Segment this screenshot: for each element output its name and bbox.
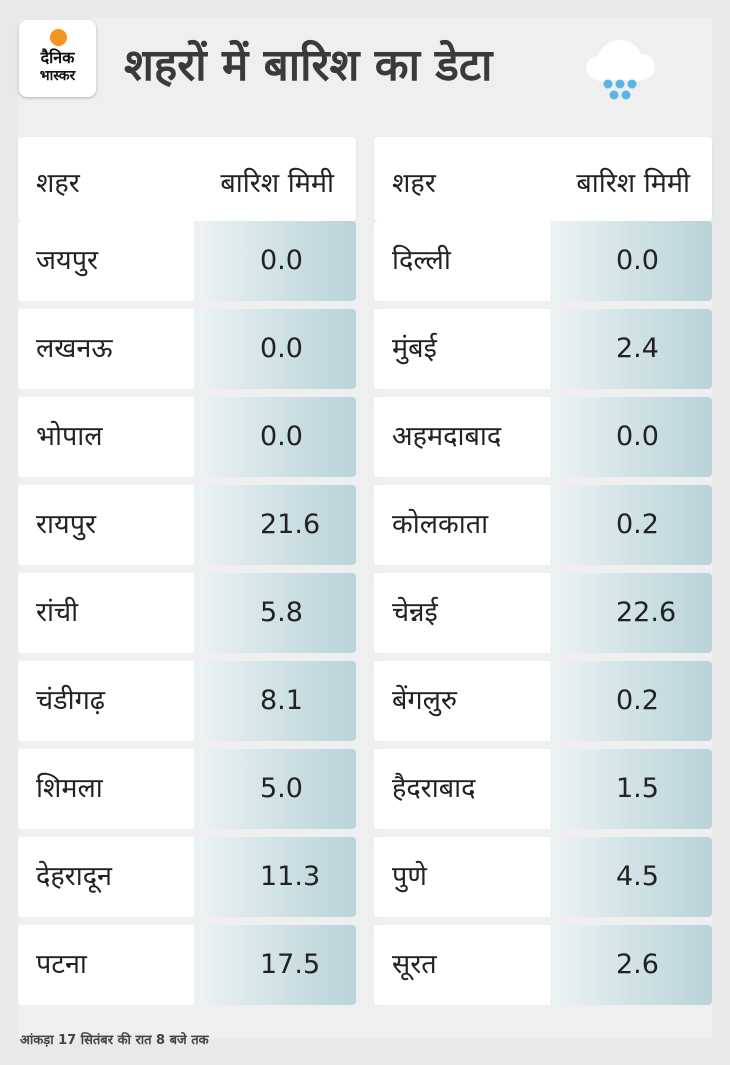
rain-value: 1.5 <box>616 773 659 804</box>
table-row: बेंगलुरु 0.2 <box>374 661 712 741</box>
rain-value: 0.0 <box>616 245 659 276</box>
table-row: भोपाल 0.0 <box>18 397 356 477</box>
rain-value: 0.2 <box>616 509 659 540</box>
rain-value: 4.5 <box>616 861 659 892</box>
rain-value: 0.2 <box>616 685 659 716</box>
city-name: चंडीगढ़ <box>36 685 105 716</box>
table-header: शहर बारिश मिमी <box>374 137 712 221</box>
rain-cell: 2.4 <box>550 309 712 389</box>
header-city: शहर <box>392 168 436 199</box>
rain-cloud-icon <box>586 40 655 100</box>
city-name: मुंबई <box>392 333 437 364</box>
city-name: चेन्नई <box>392 597 438 628</box>
rain-cell: 0.0 <box>194 397 356 477</box>
table-row: दिल्ली 0.0 <box>374 221 712 301</box>
header-rain: बारिश मिमी <box>576 168 690 199</box>
rain-cell: 1.5 <box>550 749 712 829</box>
rain-cell: 5.8 <box>194 573 356 653</box>
rain-cell: 0.0 <box>194 221 356 301</box>
brand-line2: भास्कर <box>39 68 76 84</box>
city-name: भोपाल <box>36 421 103 452</box>
city-name: पटना <box>36 949 87 980</box>
rain-value: 0.0 <box>260 333 303 364</box>
brand-line1: दैनिक <box>40 48 75 67</box>
brand-logo: दैनिक भास्कर <box>19 20 96 97</box>
header-city: शहर <box>36 168 80 199</box>
city-name: सूरत <box>392 949 437 980</box>
rain-value: 5.0 <box>260 773 303 804</box>
rain-cell: 21.6 <box>194 485 356 565</box>
city-name: कोलकाता <box>392 509 489 540</box>
table-row: शिमला 5.0 <box>18 749 356 829</box>
rain-cell: 4.5 <box>550 837 712 917</box>
city-name: पुणे <box>392 861 427 892</box>
table-row: रांची 5.8 <box>18 573 356 653</box>
table-row: अहमदाबाद 0.0 <box>374 397 712 477</box>
table-rows: दिल्ली 0.0 मुंबई 2.4 अहमदाबाद 0.0 कोलकाता 0.… <box>374 221 712 1005</box>
sun-logo-icon <box>50 29 67 46</box>
table-row: सूरत 2.6 <box>374 925 712 1005</box>
rain-cell: 0.0 <box>550 221 712 301</box>
city-name: रांची <box>36 597 79 628</box>
rain-value: 21.6 <box>260 509 321 540</box>
city-name: रायपुर <box>36 509 97 540</box>
table-row: चंडीगढ़ 8.1 <box>18 661 356 741</box>
city-name: अहमदाबाद <box>392 421 502 452</box>
rain-value: 5.8 <box>260 597 303 628</box>
table-row: रायपुर 21.6 <box>18 485 356 565</box>
rain-value: 0.0 <box>616 421 659 452</box>
footnote: आंकड़ा 17 सितंबर की रात 8 बजे तक <box>20 1033 209 1048</box>
rain-value: 0.0 <box>260 421 303 452</box>
table-row: लखनऊ 0.0 <box>18 309 356 389</box>
rain-cell: 0.0 <box>550 397 712 477</box>
rain-cell: 8.1 <box>194 661 356 741</box>
rain-cell: 11.3 <box>194 837 356 917</box>
rain-value: 11.3 <box>260 861 321 892</box>
table-row: देहरादून 11.3 <box>18 837 356 917</box>
rain-cell: 0.2 <box>550 661 712 741</box>
table-row: हैदराबाद 1.5 <box>374 749 712 829</box>
table-row: पुणे 4.5 <box>374 837 712 917</box>
city-name: बेंगलुरु <box>392 685 458 716</box>
table-row: कोलकाता 0.2 <box>374 485 712 565</box>
rain-value: 2.6 <box>616 949 659 980</box>
rain-table-right: शहर बारिश मिमी दिल्ली 0.0 मुंबई 2.4 अहमदाब… <box>374 137 712 1005</box>
table-row: जयपुर 0.0 <box>18 221 356 301</box>
rain-table-left: शहर बारिश मिमी जयपुर 0.0 लखनऊ 0.0 भोपाल 0.0… <box>18 137 356 1005</box>
table-row: मुंबई 2.4 <box>374 309 712 389</box>
rain-cell: 22.6 <box>550 573 712 653</box>
city-name: दिल्ली <box>392 245 451 276</box>
table-row: चेन्नई 22.6 <box>374 573 712 653</box>
rain-cell: 17.5 <box>194 925 356 1005</box>
city-name: लखनऊ <box>36 333 113 364</box>
rain-value: 2.4 <box>616 333 659 364</box>
table-row: पटना 17.5 <box>18 925 356 1005</box>
city-name: हैदराबाद <box>392 773 476 804</box>
rain-cell: 2.6 <box>550 925 712 1005</box>
rain-value: 17.5 <box>260 949 321 980</box>
city-name: देहरादून <box>36 861 113 892</box>
rain-value: 8.1 <box>260 685 303 716</box>
page-title: शहरों में बारिश का डेटा <box>124 40 493 91</box>
rain-value: 0.0 <box>260 245 303 276</box>
table-rows: जयपुर 0.0 लखनऊ 0.0 भोपाल 0.0 रायपुर 21.6 रां… <box>18 221 356 1005</box>
table-header: शहर बारिश मिमी <box>18 137 356 221</box>
rain-cell: 5.0 <box>194 749 356 829</box>
header-rain: बारिश मिमी <box>220 168 334 199</box>
city-name: जयपुर <box>36 245 99 276</box>
rain-cell: 0.0 <box>194 309 356 389</box>
rain-value: 22.6 <box>616 597 677 628</box>
city-name: शिमला <box>36 773 103 804</box>
rain-cell: 0.2 <box>550 485 712 565</box>
